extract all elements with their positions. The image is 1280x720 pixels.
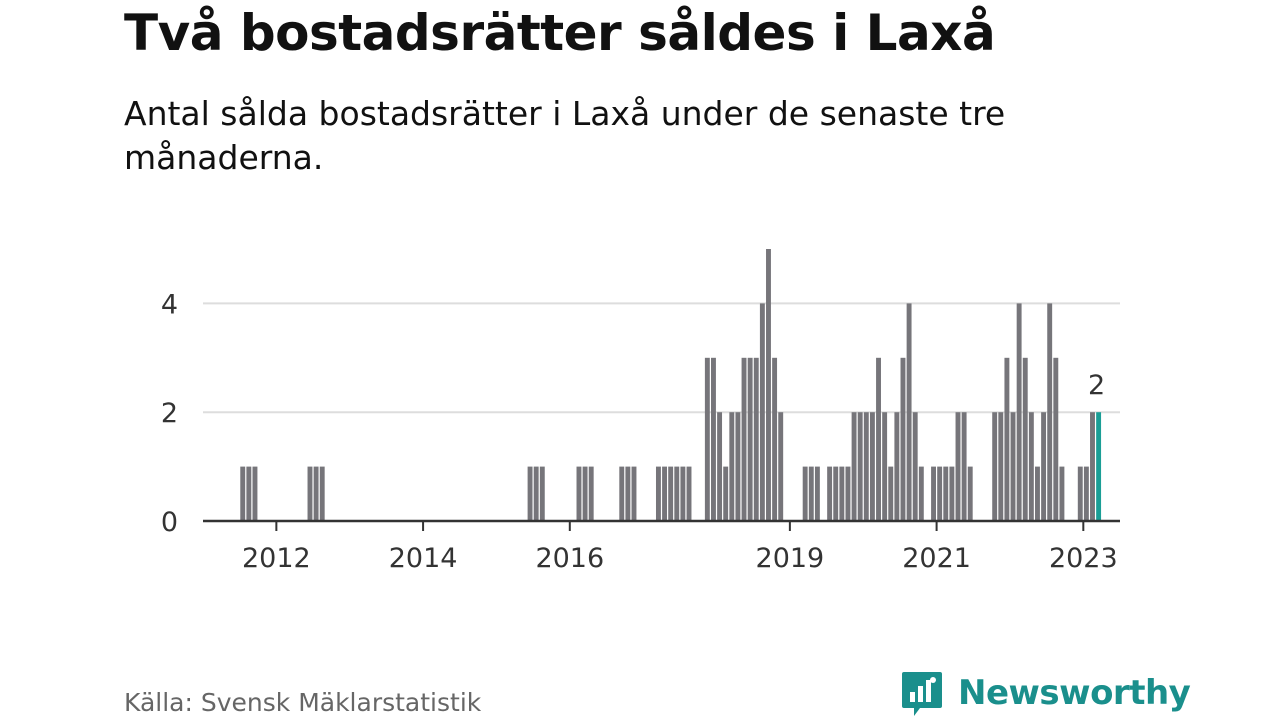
bar — [1041, 412, 1047, 521]
bar — [888, 466, 894, 521]
bar — [576, 466, 582, 521]
bar — [735, 412, 741, 521]
y-tick-label: 2 — [161, 398, 178, 429]
x-tick-label: 2023 — [1049, 543, 1118, 574]
bar — [1022, 357, 1028, 521]
highlight-value-label: 2 — [1088, 370, 1105, 401]
bar — [772, 357, 778, 521]
bar — [313, 466, 319, 521]
chart-title: Två bostadsrätter såldes i Laxå — [124, 4, 996, 62]
bar — [1090, 412, 1095, 521]
bar — [998, 412, 1004, 521]
bar — [863, 412, 869, 521]
bar — [711, 357, 716, 521]
bar — [814, 466, 820, 521]
bar — [900, 357, 906, 521]
bar — [1016, 303, 1022, 521]
bar — [851, 412, 857, 521]
chart-subtitle: Antal sålda bostadsrätter i Laxå under d… — [124, 94, 1006, 177]
bar — [1035, 466, 1040, 521]
bar — [955, 412, 961, 521]
bar — [619, 466, 625, 521]
bar — [753, 357, 759, 521]
bar — [527, 466, 533, 521]
bar — [307, 466, 313, 521]
bar — [246, 466, 252, 521]
bar — [1004, 357, 1010, 521]
bar — [533, 466, 539, 521]
bar — [1053, 357, 1059, 521]
bar — [876, 357, 881, 521]
bar — [668, 466, 674, 521]
gridlines — [203, 302, 1120, 414]
chart-bubble-icon — [902, 672, 942, 716]
bar — [808, 466, 814, 521]
bar-highlight — [1096, 412, 1102, 521]
brand-name: Newsworthy — [958, 673, 1191, 713]
bar — [992, 412, 998, 521]
bar — [252, 466, 258, 521]
bar — [1028, 412, 1034, 521]
bar — [704, 357, 710, 521]
bar — [588, 466, 594, 521]
bar — [845, 466, 851, 521]
source-note: Källa: Svensk Mäklarstatistik — [124, 688, 482, 717]
bar — [240, 466, 246, 521]
bar — [1010, 412, 1016, 521]
bar — [741, 357, 747, 521]
bar — [839, 466, 845, 521]
x-tick-label: 2019 — [756, 543, 825, 574]
bar — [931, 466, 936, 521]
bar — [686, 466, 692, 521]
bar — [857, 412, 863, 521]
bar — [729, 412, 735, 521]
bar — [833, 466, 839, 521]
bar — [1047, 303, 1053, 521]
bar — [747, 357, 753, 521]
bars — [240, 249, 1102, 521]
bar-chart: 0 2 4 2012 2014 2016 2019 2021 2023 2 — [161, 249, 1120, 574]
bar — [906, 303, 912, 521]
bar — [674, 466, 680, 521]
x-tick-label: 2012 — [242, 543, 311, 574]
axes: 0 2 4 2012 2014 2016 2019 2021 2023 — [161, 289, 1120, 574]
bar — [680, 466, 686, 521]
bar — [655, 466, 661, 521]
bar — [949, 466, 955, 521]
y-tick-label: 4 — [161, 289, 178, 320]
bar — [802, 466, 808, 521]
x-tick-label: 2014 — [389, 543, 458, 574]
bar — [894, 412, 900, 521]
annotations: 2 — [1088, 370, 1105, 401]
bar — [625, 466, 631, 521]
bar — [759, 303, 765, 521]
bar — [882, 412, 888, 521]
bar — [967, 466, 973, 521]
bar — [827, 466, 833, 521]
bar — [631, 466, 637, 521]
bar — [1059, 466, 1065, 521]
bar — [918, 466, 924, 521]
bar — [766, 249, 771, 521]
bar — [912, 412, 918, 521]
bar — [723, 466, 729, 521]
x-tick-label: 2016 — [535, 543, 604, 574]
bar — [539, 466, 545, 521]
bar — [937, 466, 943, 521]
y-tick-label: 0 — [161, 507, 178, 538]
bar — [582, 466, 588, 521]
bar — [1083, 466, 1089, 521]
bar — [961, 412, 967, 521]
bar — [1077, 466, 1083, 521]
bar — [717, 412, 723, 521]
bar — [319, 466, 325, 521]
bar — [662, 466, 668, 521]
bar — [778, 412, 784, 521]
x-tick-label: 2021 — [902, 543, 971, 574]
bar — [869, 412, 875, 521]
bar — [943, 466, 949, 521]
